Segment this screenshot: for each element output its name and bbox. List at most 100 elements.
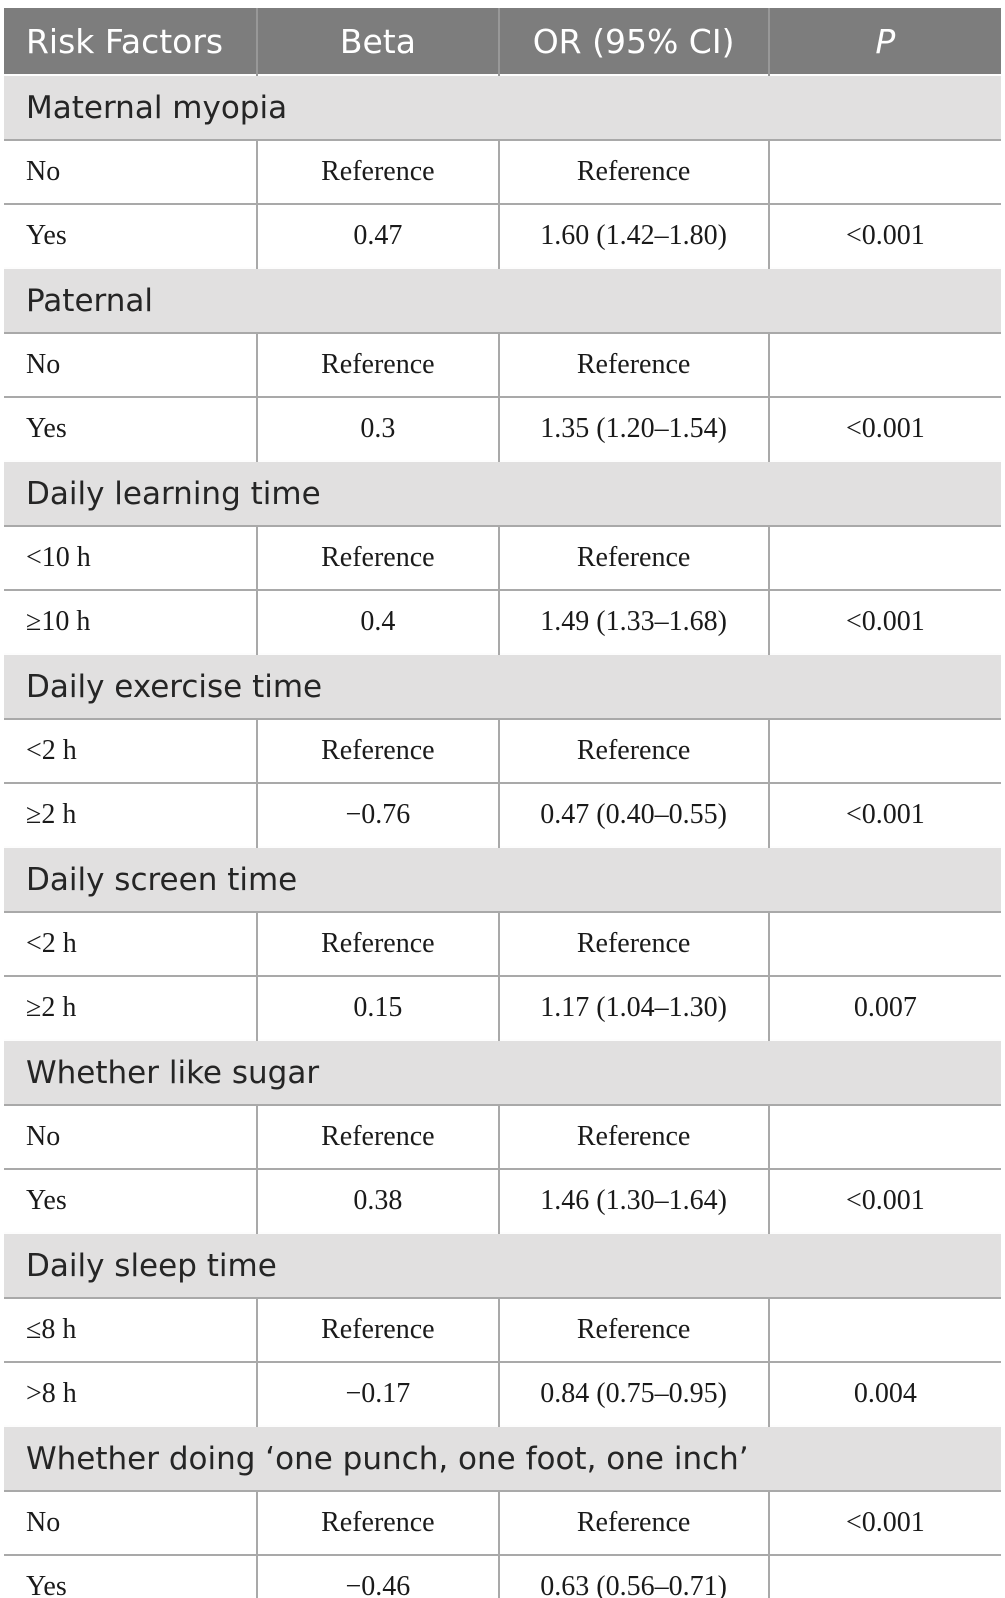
section-title: Whether doing ‘one punch, one foot, one … <box>4 1425 1001 1491</box>
risk-factor-cell: ≥2 h <box>4 975 258 1040</box>
beta-cell: Reference <box>256 1297 499 1362</box>
or-ci-cell: 0.63 (0.56–0.71) <box>497 1554 769 1598</box>
or-ci-cell: Reference <box>497 1490 769 1555</box>
p-value-cell: <0.001 <box>767 396 1001 461</box>
p-value-cell: <0.001 <box>767 1490 1001 1555</box>
table-row: Yes −0.46 0.63 (0.56–0.71) <box>4 1554 1001 1598</box>
beta-cell: 0.15 <box>256 975 499 1040</box>
risk-factor-cell: <2 h <box>4 911 258 976</box>
risk-factor-cell: No <box>4 332 258 397</box>
beta-cell: Reference <box>256 911 499 976</box>
beta-cell: Reference <box>256 1490 499 1555</box>
beta-cell: Reference <box>256 139 499 204</box>
table-row: ≥2 h 0.15 1.17 (1.04–1.30) 0.007 <box>4 975 1001 1040</box>
or-ci-cell: Reference <box>497 718 769 783</box>
or-ci-cell: 1.60 (1.42–1.80) <box>497 203 769 268</box>
section-row: Daily sleep time <box>4 1232 1001 1298</box>
table-row: <2 h Reference Reference <box>4 911 1001 976</box>
or-ci-cell: 1.49 (1.33–1.68) <box>497 589 769 654</box>
or-ci-cell: 1.46 (1.30–1.64) <box>497 1168 769 1233</box>
risk-factors-table: Risk Factors Beta OR (95% CI) P Maternal… <box>4 8 1001 1598</box>
risk-factor-cell: No <box>4 1490 258 1555</box>
section-title: Daily sleep time <box>4 1232 1001 1298</box>
table-row: No Reference Reference <0.001 <box>4 1490 1001 1555</box>
risk-factor-cell: Yes <box>4 1554 258 1598</box>
risk-factor-cell: Yes <box>4 1168 258 1233</box>
or-ci-cell: 0.84 (0.75–0.95) <box>497 1361 769 1426</box>
section-title: Daily exercise time <box>4 653 1001 719</box>
p-value-cell: 0.004 <box>767 1361 1001 1426</box>
or-ci-cell: Reference <box>497 332 769 397</box>
risk-factor-cell: ≥10 h <box>4 589 258 654</box>
section-row: Maternal myopia <box>4 74 1001 140</box>
table-row: <2 h Reference Reference <box>4 718 1001 783</box>
risk-factor-cell: <10 h <box>4 525 258 590</box>
section-row: Daily screen time <box>4 846 1001 912</box>
or-ci-cell: 1.35 (1.20–1.54) <box>497 396 769 461</box>
table-row: ≥2 h −0.76 0.47 (0.40–0.55) <0.001 <box>4 782 1001 847</box>
or-ci-cell: 1.17 (1.04–1.30) <box>497 975 769 1040</box>
beta-cell: 0.47 <box>256 203 499 268</box>
risk-factor-cell: <2 h <box>4 718 258 783</box>
beta-cell: −0.76 <box>256 782 499 847</box>
col-header-beta: Beta <box>256 8 499 75</box>
or-ci-cell: Reference <box>497 1297 769 1362</box>
col-header-risk-factors: Risk Factors <box>4 8 258 75</box>
p-value-cell <box>767 525 1001 590</box>
section-title: Paternal <box>4 267 1001 333</box>
beta-cell: Reference <box>256 525 499 590</box>
section-row: Whether doing ‘one punch, one foot, one … <box>4 1425 1001 1491</box>
p-value-cell <box>767 718 1001 783</box>
beta-cell: −0.17 <box>256 1361 499 1426</box>
p-value-cell <box>767 1297 1001 1362</box>
beta-cell: 0.38 <box>256 1168 499 1233</box>
table-body: Maternal myopia No Reference Reference Yes 0.… <box>4 74 1001 1598</box>
col-header-or-ci: OR (95% CI) <box>497 8 769 75</box>
table-row: Yes 0.3 1.35 (1.20–1.54) <0.001 <box>4 396 1001 461</box>
beta-cell: 0.3 <box>256 396 499 461</box>
risk-factor-cell: No <box>4 1104 258 1169</box>
risk-factor-cell: Yes <box>4 203 258 268</box>
p-value-cell: <0.001 <box>767 1168 1001 1233</box>
section-title: Maternal myopia <box>4 74 1001 140</box>
beta-cell: Reference <box>256 718 499 783</box>
table-row: <10 h Reference Reference <box>4 525 1001 590</box>
p-value-cell <box>767 332 1001 397</box>
or-ci-cell: Reference <box>497 525 769 590</box>
or-ci-cell: Reference <box>497 139 769 204</box>
table-row: ≥10 h 0.4 1.49 (1.33–1.68) <0.001 <box>4 589 1001 654</box>
table-row: No Reference Reference <box>4 139 1001 204</box>
section-title: Daily learning time <box>4 460 1001 526</box>
table-row: No Reference Reference <box>4 332 1001 397</box>
table-row: No Reference Reference <box>4 1104 1001 1169</box>
p-value-cell <box>767 1104 1001 1169</box>
header-row: Risk Factors Beta OR (95% CI) P <box>4 8 1001 75</box>
p-value-cell: <0.001 <box>767 782 1001 847</box>
table-row: Yes 0.38 1.46 (1.30–1.64) <0.001 <box>4 1168 1001 1233</box>
risk-factor-cell: Yes <box>4 396 258 461</box>
section-row: Daily exercise time <box>4 653 1001 719</box>
risk-factor-cell: >8 h <box>4 1361 258 1426</box>
section-title: Daily screen time <box>4 846 1001 912</box>
p-value-cell: <0.001 <box>767 203 1001 268</box>
table-row: >8 h −0.17 0.84 (0.75–0.95) 0.004 <box>4 1361 1001 1426</box>
p-value-cell <box>767 1554 1001 1598</box>
p-value-cell <box>767 139 1001 204</box>
risk-factor-cell: ≥2 h <box>4 782 258 847</box>
p-value-cell: <0.001 <box>767 589 1001 654</box>
p-value-cell <box>767 911 1001 976</box>
section-row: Paternal <box>4 267 1001 333</box>
section-title: Whether like sugar <box>4 1039 1001 1105</box>
or-ci-cell: Reference <box>497 1104 769 1169</box>
beta-cell: Reference <box>256 332 499 397</box>
or-ci-cell: 0.47 (0.40–0.55) <box>497 782 769 847</box>
section-row: Daily learning time <box>4 460 1001 526</box>
risk-factor-cell: ≤8 h <box>4 1297 258 1362</box>
table-row: ≤8 h Reference Reference <box>4 1297 1001 1362</box>
risk-factor-cell: No <box>4 139 258 204</box>
section-row: Whether like sugar <box>4 1039 1001 1105</box>
col-header-p: P <box>767 8 1001 75</box>
beta-cell: −0.46 <box>256 1554 499 1598</box>
beta-cell: 0.4 <box>256 589 499 654</box>
